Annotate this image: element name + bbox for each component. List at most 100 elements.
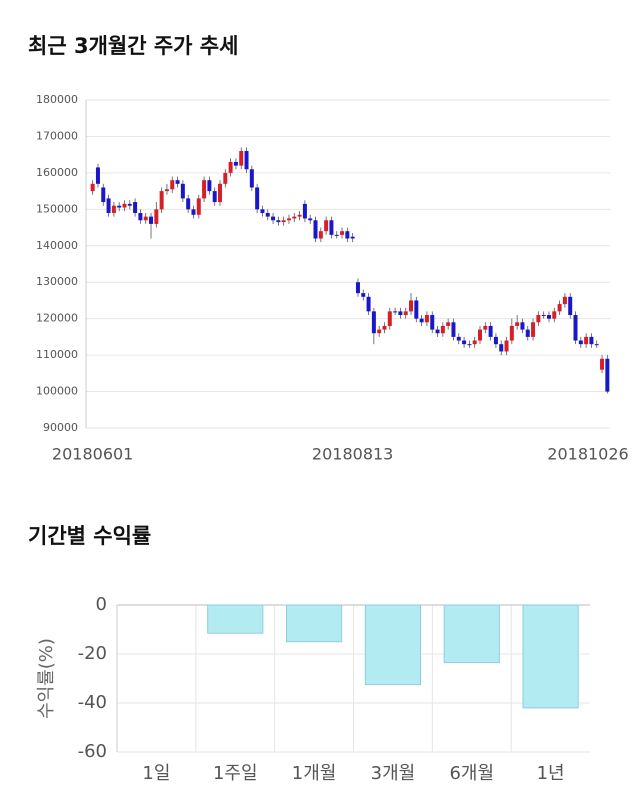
candle-body	[483, 325, 488, 330]
y-tick-label: -40	[78, 692, 107, 713]
candle-body	[340, 231, 345, 235]
candle-body	[541, 315, 546, 317]
y-tick-label: 0	[96, 594, 107, 615]
candle-body	[302, 203, 307, 219]
candle-body	[573, 315, 578, 341]
candle-body	[101, 187, 106, 203]
x-tick-label: 1일	[142, 763, 170, 784]
candle-body	[430, 315, 435, 330]
candle-body	[260, 209, 265, 213]
y-tick-label: 120000	[36, 312, 78, 325]
candle-body	[212, 191, 217, 203]
candle-body	[525, 329, 530, 337]
candle-body	[546, 315, 551, 319]
candle-body	[90, 183, 95, 192]
bar	[285, 604, 343, 643]
candle-body	[552, 311, 557, 319]
candle-body	[154, 209, 159, 224]
candle-body	[478, 329, 482, 341]
candle-body	[255, 187, 260, 210]
candle-body	[366, 296, 371, 312]
candle-body	[568, 296, 573, 316]
x-tick-label: 20181026	[547, 445, 628, 464]
candle-body	[472, 340, 477, 345]
candle-body	[149, 216, 154, 224]
candle-body	[286, 218, 291, 221]
candle-body	[424, 315, 429, 323]
candle-body	[223, 172, 228, 184]
candle-body	[271, 216, 276, 221]
y-tick-label: 100000	[36, 385, 78, 398]
candle-body	[175, 180, 180, 184]
candle-body	[409, 300, 414, 312]
x-tick-label: 20180813	[312, 445, 393, 464]
y-tick-label: 110000	[36, 348, 78, 361]
x-tick-label: 3개월	[371, 763, 416, 784]
candle-body	[462, 340, 467, 345]
y-tick-label: 160000	[36, 166, 78, 179]
candle-body	[435, 329, 440, 334]
candle-body	[398, 311, 403, 316]
candle-body	[520, 322, 525, 330]
candle-body	[143, 216, 148, 221]
candle-body	[297, 214, 302, 217]
candle-body	[600, 358, 605, 370]
candle-body	[403, 311, 408, 316]
bar	[443, 604, 500, 664]
x-tick-label: 6개월	[449, 763, 494, 784]
candle-body	[578, 340, 583, 345]
candle-body	[504, 340, 509, 352]
candle-body	[196, 198, 201, 215]
candle-body	[440, 325, 445, 334]
candle-body	[95, 167, 100, 184]
candle-body	[509, 325, 514, 341]
y-tick-label: 130000	[36, 275, 78, 288]
candle-body	[594, 344, 599, 346]
candle-body	[233, 161, 238, 166]
candle-body	[414, 300, 419, 319]
chart-title: 기간별 수익률	[28, 524, 151, 548]
candle-body	[292, 216, 297, 219]
candle-body	[127, 203, 132, 206]
candle-body	[186, 198, 191, 210]
candle-body	[249, 169, 254, 188]
candle-body	[334, 234, 339, 236]
candle-body	[536, 315, 541, 323]
candle-body	[605, 358, 610, 392]
y-tick-label: -20	[78, 643, 107, 664]
candle-body	[106, 198, 111, 213]
candle-body	[308, 218, 313, 221]
candle-body	[488, 325, 493, 337]
chart-title: 최근 3개월간 주가 추세	[28, 34, 238, 58]
candle-body	[170, 180, 175, 190]
x-tick-label: 20180601	[52, 445, 133, 464]
candle-body	[207, 180, 212, 192]
candle-body	[281, 220, 286, 223]
candle-body	[382, 325, 387, 330]
y-tick-label: 90000	[43, 421, 78, 434]
candle-body	[451, 322, 456, 337]
candle-body	[361, 293, 366, 297]
candle-body	[350, 236, 355, 239]
candle-body	[318, 231, 323, 239]
y-tick-label: 140000	[36, 239, 78, 252]
candle-body	[456, 336, 461, 341]
candle-body	[557, 304, 562, 312]
candle-body	[111, 205, 116, 213]
candle-body	[239, 151, 244, 166]
candle-body	[117, 205, 122, 208]
candle-body	[499, 344, 504, 352]
candle-body	[515, 322, 520, 326]
bar	[207, 604, 264, 634]
candle-body	[159, 191, 164, 210]
y-tick-label: 150000	[36, 202, 78, 215]
candle-body	[218, 183, 222, 203]
x-tick-label: 1주일	[213, 763, 258, 784]
x-tick-label: 1년	[537, 763, 565, 784]
candle-body	[371, 311, 376, 334]
candle-body	[228, 161, 233, 173]
y-tick-label: 180000	[36, 93, 78, 106]
candle-body	[377, 329, 382, 334]
